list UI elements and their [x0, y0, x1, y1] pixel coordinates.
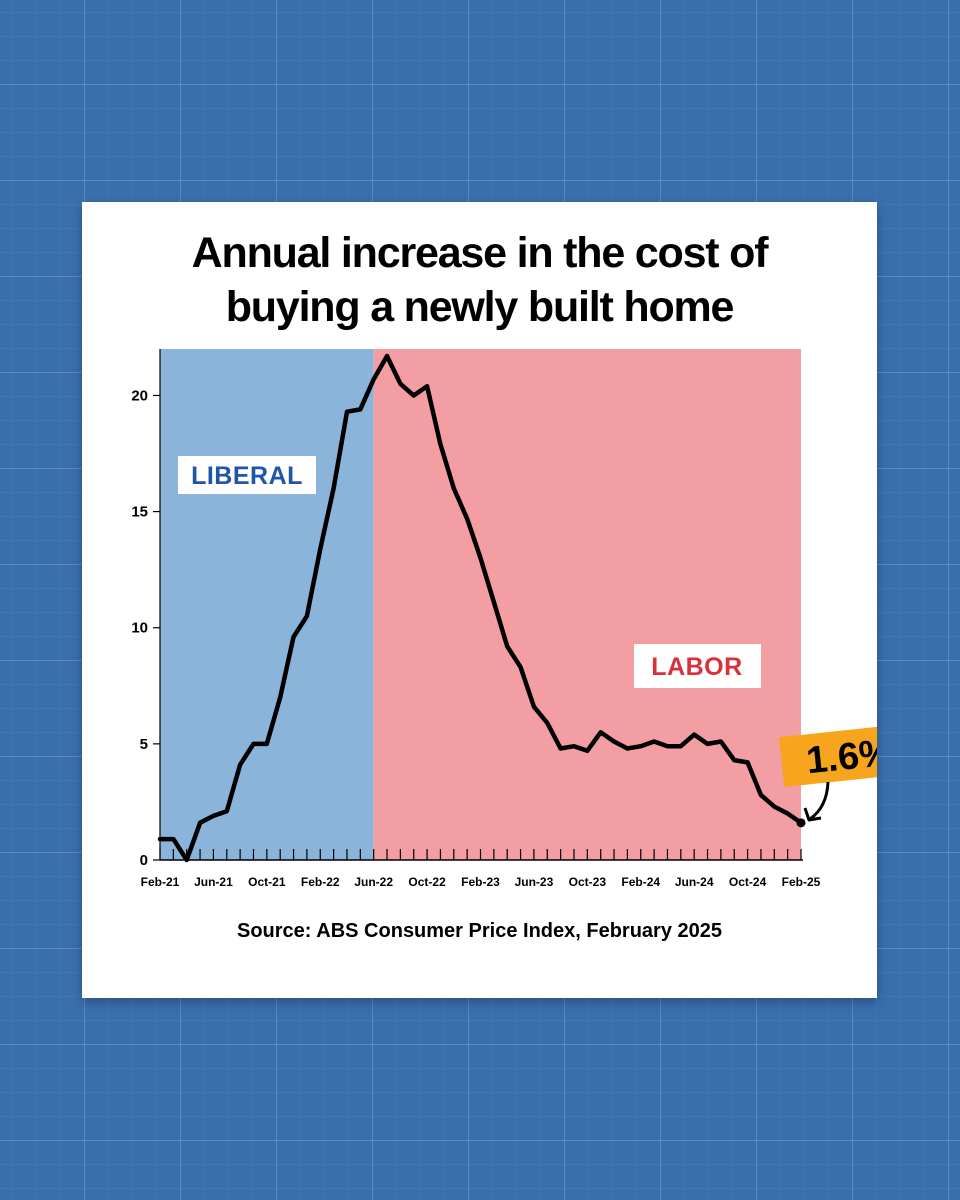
line-chart: 0 5 10 15 20 Feb-21 Jun-21 Oct-21 Feb-22 Jun-22 O… — [131, 349, 877, 889]
x-axis: Feb-21 Jun-21 Oct-21 Feb-22 Jun-22 Oct-22 Feb-… — [141, 849, 821, 889]
x-tick-label: Jun-22 — [354, 875, 393, 889]
x-tick-label: Jun-21 — [194, 875, 233, 889]
y-tick-label: 10 — [131, 620, 148, 637]
liberal-label-box — [178, 456, 316, 494]
labor-label-box — [634, 644, 761, 688]
labor-label-text: LABOR — [651, 653, 742, 681]
y-tick-label: 5 — [140, 736, 148, 753]
chart-title: Annual increase in the cost of buying a … — [82, 226, 877, 334]
x-tick-label: Jun-24 — [675, 875, 714, 889]
source-note: Source: ABS Consumer Price Index, Februa… — [237, 920, 722, 942]
callout-arrow — [809, 781, 830, 821]
x-tick-label: Oct-24 — [729, 875, 767, 889]
series-line — [157, 353, 804, 863]
callout-box — [779, 723, 877, 787]
x-tick-label: Feb-24 — [621, 875, 660, 889]
x-tick-label: Feb-25 — [782, 875, 821, 889]
chart-card: Annual increase in the cost of buying a … — [82, 202, 877, 998]
x-tick-label: Oct-23 — [569, 875, 607, 889]
liberal-region-band — [160, 349, 374, 860]
callout-arrowhead — [803, 807, 822, 822]
y-tick-label: 0 — [140, 852, 148, 869]
y-axis: 0 5 10 15 20 — [131, 349, 161, 869]
y-tick-label: 20 — [131, 387, 148, 404]
callout-text: 1.6% — [804, 732, 877, 783]
x-tick-label: Oct-22 — [408, 875, 446, 889]
labor-region-band — [373, 349, 801, 860]
x-tick-label: Oct-21 — [248, 875, 286, 889]
x-tick-label: Feb-23 — [461, 875, 500, 889]
title-line-1: Annual increase in the cost of — [191, 229, 769, 277]
labor-label: LABOR — [634, 644, 761, 688]
x-tick-label: Jun-23 — [515, 875, 554, 889]
callout: 1.6% — [779, 723, 877, 787]
x-tick-label: Feb-21 — [141, 875, 180, 889]
y-tick-label: 15 — [131, 504, 148, 521]
end-point-marker — [796, 818, 806, 828]
title-line-2: buying a newly built home — [225, 283, 735, 331]
liberal-label: LIBERAL — [178, 456, 316, 494]
x-tick-label: Feb-22 — [301, 875, 340, 889]
liberal-label-text: LIBERAL — [191, 462, 303, 490]
